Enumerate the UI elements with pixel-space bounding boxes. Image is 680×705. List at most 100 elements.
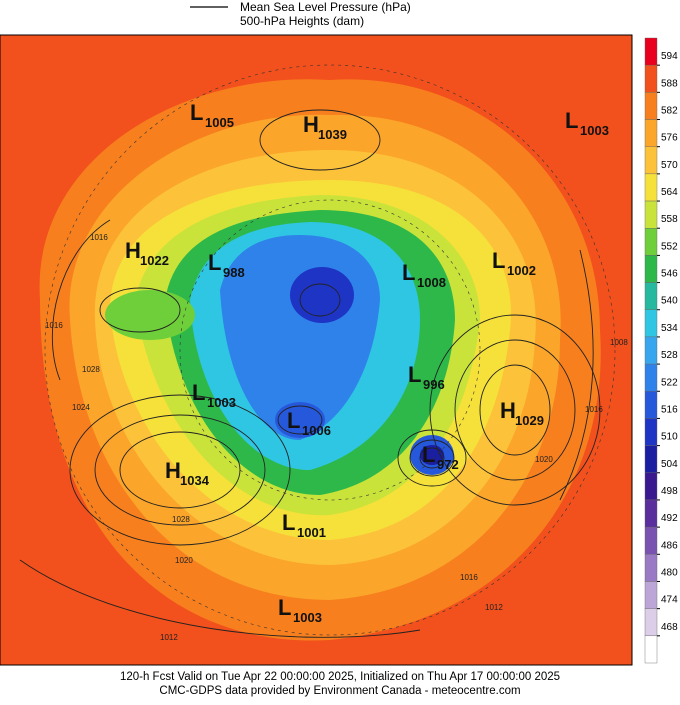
center-letter: L <box>208 250 221 275</box>
center-value: 1003 <box>207 395 236 410</box>
map: 1016 1016 1028 1024 1028 1020 1016 1012 … <box>0 35 632 665</box>
center-letter: L <box>278 595 291 620</box>
isobar-label: 1020 <box>535 455 553 464</box>
colorbar-swatch <box>644 282 658 310</box>
colorbar-label: 534 <box>661 323 678 334</box>
colorbar-swatch <box>644 581 658 609</box>
isobar-label: 1020 <box>175 556 193 565</box>
colorbar-swatch <box>644 255 658 283</box>
colorbar-label: 594 <box>661 51 678 62</box>
isobar-label: 1012 <box>485 603 503 612</box>
map-frame <box>0 34 633 666</box>
colorbar-swatch <box>644 92 658 120</box>
center-value: 1034 <box>180 473 210 488</box>
colorbar-label: 588 <box>661 78 678 89</box>
colorbar-swatch <box>644 200 658 229</box>
colorbar-swatch <box>644 228 658 256</box>
colorbar-swatch <box>644 37 658 66</box>
colorbar-swatch <box>644 554 658 582</box>
center-letter: L <box>408 362 421 387</box>
field-516 <box>275 402 325 438</box>
colorbar-label: 510 <box>661 432 678 443</box>
colorbar-label: 546 <box>661 269 678 280</box>
colorbar-swatch <box>644 635 658 664</box>
center-letter: H <box>125 238 141 263</box>
isobar-label: 1016 <box>460 573 478 582</box>
colorbar-swatch <box>644 445 658 473</box>
colorbar-label: 480 <box>661 567 678 578</box>
colorbar-swatch <box>644 418 658 446</box>
colorbar-swatch <box>644 363 658 392</box>
colorbar-swatch <box>644 526 658 555</box>
center-letter: L <box>282 510 295 535</box>
isobar-label: 1028 <box>82 365 100 374</box>
colorbar-label: 498 <box>661 486 678 497</box>
colorbar-label: 504 <box>661 459 678 470</box>
colorbar-swatch <box>644 608 658 637</box>
field-510 <box>290 267 354 323</box>
center-letter: L <box>565 108 578 133</box>
colorbar-swatch <box>644 119 658 147</box>
colorbar-label: 582 <box>661 106 678 117</box>
colorbar-swatch <box>644 173 658 202</box>
center-letter: H <box>303 112 319 137</box>
colorbar-swatch <box>644 472 658 501</box>
center-letter: L <box>492 248 505 273</box>
center-value: 1003 <box>580 123 609 138</box>
isobar-label: 1016 <box>90 233 108 242</box>
colorbar-label: 564 <box>661 187 678 198</box>
colorbar-label: 516 <box>661 404 678 415</box>
center-value: 988 <box>223 265 245 280</box>
isobars <box>19 109 601 638</box>
colorbar-label: 570 <box>661 160 678 171</box>
center-letter: H <box>165 458 181 483</box>
center-letter: L <box>402 260 415 285</box>
colorbar-swatch <box>644 391 658 419</box>
isobar-label: 1028 <box>172 515 190 524</box>
colorbar-label: 540 <box>661 296 678 307</box>
colorbar-swatch <box>644 146 658 175</box>
colorbar-swatch <box>644 309 658 338</box>
isobar-label: 1016 <box>45 321 63 330</box>
footer-text: CMC-GDPS data provided by Environment Ca… <box>159 685 520 697</box>
colorbar-label: 552 <box>661 241 678 252</box>
footer-text: 120-h Fcst Valid on Tue Apr 22 00:00:00 … <box>120 671 560 683</box>
colorbar-label: 576 <box>661 133 678 144</box>
latitude-circle <box>44 64 616 636</box>
latitude-circle <box>179 199 481 501</box>
center-letter: L <box>190 100 203 125</box>
center-value: 1039 <box>318 127 347 142</box>
colorbar-swatch <box>644 336 658 365</box>
center-letter: L <box>287 408 300 433</box>
center-value: 1005 <box>205 115 234 130</box>
center-value: 1003 <box>293 610 322 625</box>
legend-text: 500-hPa Heights (dam) <box>240 14 364 28</box>
colorbar-label: 486 <box>661 540 678 551</box>
center-letter: L <box>422 442 435 467</box>
legend-text: Mean Sea Level Pressure (hPa) <box>240 0 411 14</box>
colorbar-label: 468 <box>661 622 678 633</box>
isobar-label: 1008 <box>610 338 628 347</box>
center-letter: L <box>192 380 205 405</box>
colorbar-swatch <box>644 499 658 528</box>
isobar-label: 1016 <box>585 405 603 414</box>
colorbar-label: 558 <box>661 214 678 225</box>
center-value: 1001 <box>297 525 326 540</box>
center-letter: H <box>500 398 516 423</box>
colorbar-label: 492 <box>661 513 678 524</box>
center-value: 1029 <box>515 413 544 428</box>
center-value: 1002 <box>507 263 536 278</box>
colorbar-label: 522 <box>661 377 678 388</box>
colorbar-swatch <box>644 64 658 93</box>
colorbar: 594 588 582 576 570 564 558 552 546 540 534 528 522 5… <box>644 37 678 664</box>
center-value: 1022 <box>140 253 169 268</box>
colorbar-label: 474 <box>661 595 678 606</box>
isobar-label: 1012 <box>160 633 178 642</box>
center-value: 1006 <box>302 423 331 438</box>
field-552 <box>105 290 195 340</box>
center-value: 1008 <box>417 275 446 290</box>
colorbar-label: 528 <box>661 350 678 361</box>
center-value: 996 <box>423 377 445 392</box>
